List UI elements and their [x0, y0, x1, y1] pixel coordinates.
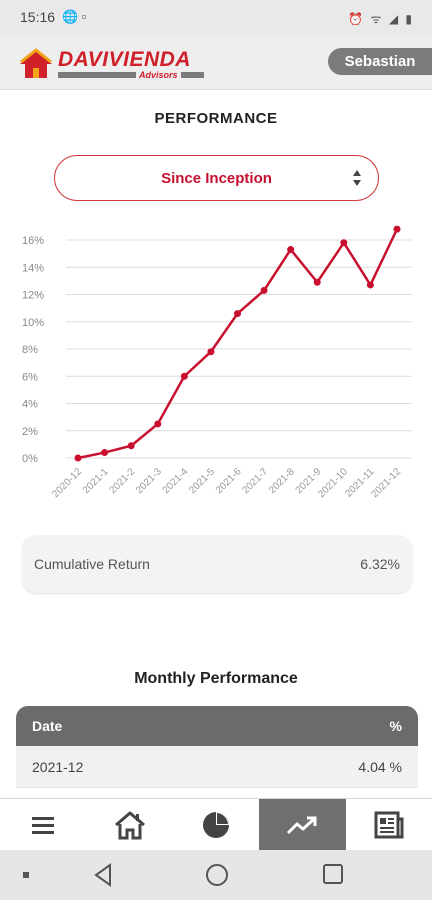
recents-icon[interactable]: [322, 863, 344, 885]
row-value: 4.04 %: [358, 758, 402, 775]
cumulative-return-value: 6.32%: [360, 556, 400, 572]
x-tick-label: 2021-7: [240, 466, 270, 496]
x-tick-label: 2021-12: [369, 466, 403, 500]
page-title: PERFORMANCE: [154, 110, 278, 127]
data-point: [127, 442, 135, 450]
y-tick-label: 0%: [22, 453, 38, 465]
logo-bar: [58, 72, 204, 78]
table-row: [16, 788, 418, 798]
percent-column-header: %: [389, 718, 402, 734]
status-notification-icons: 🌐 ▫: [62, 9, 87, 24]
x-tick-label: 2021-3: [134, 466, 164, 496]
sort-arrows-icon: [353, 170, 361, 186]
y-tick-label: 4%: [22, 399, 38, 411]
bottom-nav: [0, 798, 432, 850]
period-select[interactable]: Since Inception: [54, 155, 379, 201]
data-point: [287, 246, 295, 254]
logo-subtext: Advisors: [136, 70, 181, 80]
user-button[interactable]: Sebastian: [328, 48, 432, 75]
android-nav-bar: [0, 850, 432, 900]
data-point: [207, 348, 215, 356]
tab-news[interactable]: [345, 799, 432, 850]
data-point: [154, 420, 162, 428]
y-tick-label: 2%: [22, 426, 38, 438]
y-tick-label: 10%: [22, 317, 44, 329]
x-tick-label: 2021-2: [107, 466, 137, 496]
data-point: [180, 372, 188, 380]
table-header: Date %: [16, 706, 418, 746]
series-line: [77, 228, 399, 460]
date-column-header: Date: [32, 718, 63, 734]
data-point: [260, 286, 268, 294]
status-system-icons: ⏰ ᯤ ◢ ▮: [348, 12, 414, 26]
y-tick-label: 14%: [22, 262, 44, 274]
x-tick-label: 2021-8: [267, 466, 297, 496]
x-tick-label: 2021-6: [214, 466, 244, 496]
status-bar: 15:16 🌐 ▫ ⏰ ᯤ ◢ ▮: [0, 0, 432, 36]
davivienda-logo[interactable]: DAVIVIENDA Advisors: [14, 44, 214, 84]
performance-chart: 0% 2% 4% 6% 8% 10% 12% 14% 16% 2020-12 2021-1 2021-…: [0, 222, 432, 522]
x-tick-label: 2021-5: [187, 466, 217, 496]
trend-up-icon: [287, 816, 317, 834]
y-tick-label: 8%: [22, 344, 38, 356]
x-tick-label: 2020-12: [50, 466, 84, 500]
cumulative-return-card: Cumulative Return 6.32%: [22, 535, 412, 593]
data-point: [74, 454, 82, 462]
tab-performance[interactable]: [259, 799, 346, 850]
home-circle-icon[interactable]: [205, 863, 229, 887]
back-icon[interactable]: [92, 863, 114, 887]
data-point: [366, 281, 374, 289]
y-tick-label: 16%: [22, 235, 44, 247]
x-tick-label: 2021-1: [81, 466, 111, 496]
dot-icon: [23, 872, 29, 878]
cumulative-return-label: Cumulative Return: [34, 556, 150, 572]
app-header: DAVIVIENDA Advisors Sebastian: [0, 36, 432, 90]
main-content[interactable]: PERFORMANCE Since Inception 0% 2% 4% 6% 8% 10…: [0, 90, 432, 798]
y-tick-label: 6%: [22, 371, 38, 383]
x-tick-label: 2021-4: [161, 466, 191, 496]
data-point: [234, 310, 241, 318]
row-date: 2021-12: [32, 758, 84, 775]
monthly-performance-title: Monthly Performance: [134, 670, 298, 687]
tab-portfolio[interactable]: [172, 799, 260, 850]
logo-text: DAVIVIENDA: [58, 48, 191, 71]
period-select-value: Since Inception: [161, 169, 272, 187]
newspaper-icon: [374, 811, 404, 838]
data-point: [393, 225, 401, 233]
data-point: [340, 239, 348, 247]
pie-chart-icon: [203, 811, 230, 838]
menu-icon: [32, 816, 55, 834]
data-point: [101, 449, 109, 457]
monthly-performance-table: Date % 2021-12 4.04 %: [16, 706, 418, 798]
data-point: [313, 278, 321, 286]
home-icon: [114, 811, 145, 839]
house-logo-icon: [20, 48, 52, 78]
table-row: 2021-12 4.04 %: [16, 746, 418, 788]
status-time: 15:16: [20, 9, 56, 25]
tab-menu[interactable]: [0, 799, 87, 850]
performance-line-chart: 0%2%4%6%8%10%12%14%16%2020-122021-12021-…: [22, 225, 412, 500]
tab-home[interactable]: [86, 799, 173, 850]
y-tick-label: 12%: [22, 290, 44, 302]
